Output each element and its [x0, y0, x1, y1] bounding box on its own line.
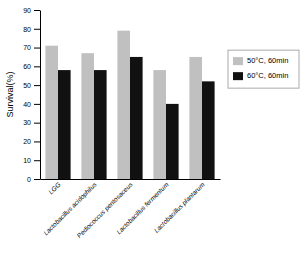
legend-swatch	[233, 57, 243, 65]
y-axis: 0 10 20 30 40 50 60 70 80 90	[23, 7, 40, 183]
bar	[202, 81, 215, 179]
legend-item: 60°C, 60min	[233, 71, 288, 80]
x-tick-label: Lactobacillus plantarum	[152, 180, 206, 234]
y-tick-mark	[34, 104, 40, 105]
bar	[94, 70, 107, 179]
x-axis: LGGLactobacillus acidophilusPediococcus …	[41, 180, 221, 240]
bar	[189, 57, 202, 179]
y-tick-label: 90	[23, 7, 31, 14]
y-tick: 60	[23, 63, 40, 70]
legend-item: 50°C, 60min	[233, 56, 288, 65]
y-tick: 30	[23, 119, 40, 126]
bar	[81, 53, 94, 179]
y-tick-label: 50	[23, 82, 31, 89]
y-tick-mark	[34, 123, 40, 124]
bar	[58, 70, 71, 179]
plot: 0 10 20 30 40 50 60 70 80 90 LGGLactobacillus acid…	[23, 7, 220, 240]
y-tick-label: 60	[23, 63, 31, 70]
y-tick-label: 70	[23, 44, 31, 51]
legend: 50°C, 60min 60°C, 60min	[228, 50, 299, 88]
bar	[166, 104, 179, 179]
bars	[45, 31, 214, 179]
y-tick-label: 80	[23, 26, 31, 33]
x-tick: LGG	[47, 181, 62, 196]
y-tick-label: 30	[23, 119, 31, 126]
y-tick: 20	[23, 138, 40, 145]
y-tick-mark	[34, 160, 40, 161]
y-tick-label: 10	[23, 157, 31, 164]
y-tick-mark	[34, 66, 40, 67]
y-tick: 90	[23, 7, 40, 14]
legend-swatch	[233, 72, 243, 80]
y-tick-mark	[34, 10, 40, 11]
y-tick-mark	[34, 48, 40, 49]
y-tick-label: 0	[27, 176, 31, 183]
y-tick-label: 40	[23, 101, 31, 108]
legend-label: 60°C, 60min	[247, 71, 288, 80]
y-tick: 0	[27, 176, 40, 183]
y-axis-line	[40, 11, 41, 180]
chart: 0 10 20 30 40 50 60 70 80 90 LGGLactobacillus acid…	[0, 0, 302, 257]
y-tick: 80	[23, 26, 40, 33]
bar	[130, 57, 143, 179]
x-tick-label: Pediococcus pentosaceus	[75, 180, 135, 240]
y-tick-mark	[34, 179, 40, 180]
bar	[45, 46, 58, 179]
x-tick: Lactobacillus plantarum	[152, 180, 206, 234]
y-tick-mark	[34, 85, 40, 86]
x-axis-line	[41, 179, 221, 180]
bar	[117, 31, 130, 179]
y-tick: 40	[23, 101, 40, 108]
y-tick-mark	[34, 29, 40, 30]
y-tick-label: 20	[23, 138, 31, 145]
y-tick: 50	[23, 82, 40, 89]
y-tick: 10	[23, 157, 40, 164]
y-axis-title: Survival(%)	[5, 71, 15, 117]
legend-frame	[228, 50, 299, 88]
x-tick-label: LGG	[47, 181, 62, 196]
bar	[153, 70, 166, 179]
y-tick-mark	[34, 141, 40, 142]
legend-label: 50°C, 60min	[247, 56, 288, 65]
x-tick: Pediococcus pentosaceus	[75, 180, 135, 240]
y-tick: 70	[23, 44, 40, 51]
